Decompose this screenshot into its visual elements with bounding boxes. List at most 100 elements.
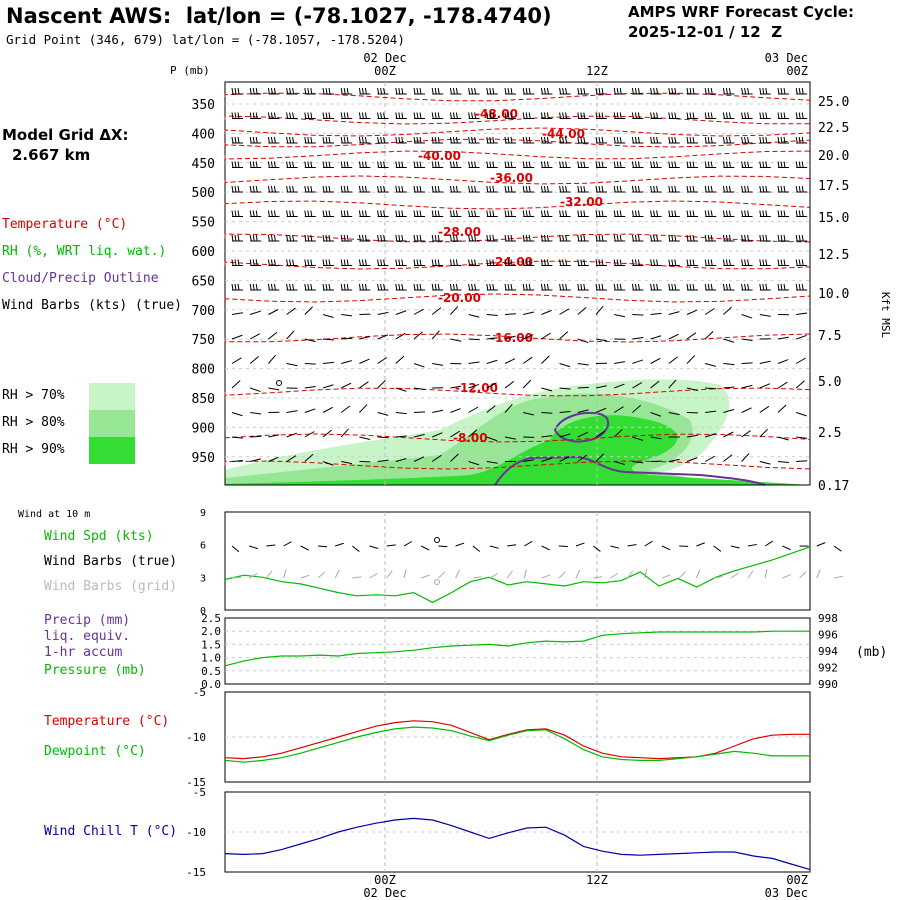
cs-wind-barb-feather bbox=[468, 259, 471, 266]
cs-wind-barb-feather bbox=[598, 283, 601, 291]
cs-wind-barb-feather bbox=[801, 283, 804, 291]
cs-wind-barb-feather bbox=[437, 112, 440, 119]
cs-wind-barb-feather bbox=[452, 259, 455, 266]
cs-wind-barb-feather bbox=[489, 234, 492, 242]
cs-wind-barb-feather bbox=[725, 234, 728, 242]
cs-wind-barb-feather bbox=[668, 259, 671, 266]
cs-wind-barb bbox=[486, 337, 498, 340]
cs-wind-barb-feather bbox=[471, 259, 474, 266]
cs-wind-barb-feather bbox=[492, 112, 495, 119]
cs-wind-barb-feather bbox=[307, 234, 310, 242]
cs-wind-barb-feather bbox=[671, 136, 674, 144]
cs-wind-barb-feather bbox=[340, 259, 343, 266]
cs-wind-barb-feather bbox=[328, 112, 331, 119]
cs-wind-barb-feather bbox=[783, 185, 786, 193]
cs-wind-barb-feather bbox=[380, 112, 383, 119]
legend-cloud: Cloud/Precip Outline bbox=[2, 271, 159, 286]
pressure-label: Pressure (mb) bbox=[44, 663, 146, 678]
cs-wind-barb bbox=[650, 436, 662, 440]
cs-wind-barb-feather bbox=[725, 136, 728, 144]
cs-wind-barb-feather bbox=[546, 283, 549, 291]
cs-wind-barb-feather bbox=[383, 112, 386, 119]
cs-wind-barb-feather bbox=[619, 87, 622, 95]
cs-wind-barb-feather bbox=[543, 259, 546, 266]
sfc-wind-barb bbox=[644, 540, 653, 547]
cs-wind-barb-feather bbox=[416, 87, 419, 95]
cs-wind-barb-feather bbox=[307, 259, 310, 266]
cs-wind-barb-feather bbox=[449, 136, 452, 144]
cs-wind-barb-feather bbox=[364, 87, 367, 95]
cs-wind-barb-feather bbox=[540, 283, 543, 291]
cs-wind-barb-feather bbox=[231, 210, 234, 217]
cs-wind-barb bbox=[632, 404, 642, 413]
height-tick-10.0: 10.0 bbox=[818, 287, 849, 302]
cs-wind-barb-feather bbox=[377, 87, 380, 95]
cs-wind-barb-feather bbox=[686, 87, 689, 95]
cs-wind-barb-feather bbox=[595, 112, 598, 119]
cs-wind-barb-feather bbox=[747, 185, 750, 193]
height-tick-2.5: 2.5 bbox=[818, 426, 841, 441]
cs-wind-barb-feather bbox=[668, 283, 671, 291]
cs-wind-barb-feather bbox=[689, 112, 692, 119]
cs-wind-barb bbox=[413, 363, 425, 368]
cs-wind-barb-feather bbox=[416, 210, 419, 217]
cs-wind-barb-feather bbox=[286, 259, 289, 266]
cs-wind-barb-feather bbox=[798, 185, 801, 193]
cs-wind-barb-feather bbox=[304, 112, 307, 119]
cs-wind-barb bbox=[322, 461, 334, 466]
cs-wind-barb-feather bbox=[744, 87, 747, 95]
cs-wind-barb-feather bbox=[395, 283, 398, 291]
cs-wind-barb-feather bbox=[616, 161, 619, 168]
cs-wind-barb bbox=[341, 337, 353, 340]
cs-wind-barb-feather bbox=[252, 136, 255, 144]
temp-contour-6 bbox=[224, 200, 811, 210]
grid-wind-barb bbox=[764, 569, 768, 579]
cs-wind-barb-feather bbox=[234, 136, 237, 144]
cs-wind-barb bbox=[450, 430, 460, 438]
cs-wind-barb-feather bbox=[234, 112, 237, 119]
cs-wind-barb-feather bbox=[231, 185, 234, 193]
cs-wind-barb-feather bbox=[562, 136, 565, 144]
cs-wind-barb-feather bbox=[613, 112, 616, 119]
cs-wind-barb-feather bbox=[401, 283, 404, 291]
grid-wind-barb bbox=[506, 570, 513, 579]
cs-wind-barb bbox=[450, 408, 461, 413]
cs-wind-barb-feather bbox=[631, 136, 634, 144]
sfc-wind-barb bbox=[575, 542, 585, 547]
cs-wind-barb-feather bbox=[671, 112, 674, 119]
cs-wind-barb-feather bbox=[595, 234, 598, 242]
cs-wind-barb-feather bbox=[286, 136, 289, 144]
cs-wind-barb-feather bbox=[543, 161, 546, 168]
rh90-region bbox=[225, 415, 810, 485]
cs-wind-barb-feather bbox=[668, 161, 671, 168]
cs-wind-barb-feather bbox=[474, 185, 477, 193]
sfc-wind-barb bbox=[816, 542, 826, 547]
cs-wind-barb-feather bbox=[601, 283, 604, 291]
cs-wind-barb-feather bbox=[437, 185, 440, 193]
sfc-wind-barb bbox=[730, 545, 740, 549]
cs-wind-barb bbox=[304, 338, 316, 343]
cs-wind-barb bbox=[431, 307, 442, 315]
cs-wind-barb-feather bbox=[656, 161, 659, 168]
cs-wind-barb-feather bbox=[565, 112, 568, 119]
cs-wind-barb-feather bbox=[437, 234, 440, 242]
cs-wind-barb-feather bbox=[455, 136, 458, 144]
cs-wind-barb bbox=[413, 411, 426, 413]
cs-wind-barb bbox=[741, 430, 751, 438]
cs-wind-barb-feather bbox=[580, 185, 583, 193]
cs-wind-barb-feather bbox=[252, 210, 255, 217]
cs-wind-barb-feather bbox=[707, 185, 710, 193]
cs-wind-barb-feather bbox=[343, 87, 346, 95]
cs-wind-barb-feather bbox=[328, 234, 331, 242]
temp-contour-label--44.00: -44.00 bbox=[542, 127, 585, 141]
pressure-tick-550: 550 bbox=[192, 216, 215, 231]
cs-wind-barb-feather bbox=[343, 136, 346, 144]
cs-wind-barb-feather bbox=[741, 234, 744, 242]
grid-wind-barb bbox=[558, 571, 566, 579]
cs-wind-barb-feather bbox=[692, 210, 695, 217]
cs-wind-barb-feather bbox=[468, 136, 471, 144]
cross-section-frame bbox=[224, 81, 811, 486]
cs-wind-barb bbox=[486, 382, 497, 389]
cs-wind-barb-feather bbox=[580, 87, 583, 95]
cs-wind-barb-feather bbox=[289, 185, 292, 193]
